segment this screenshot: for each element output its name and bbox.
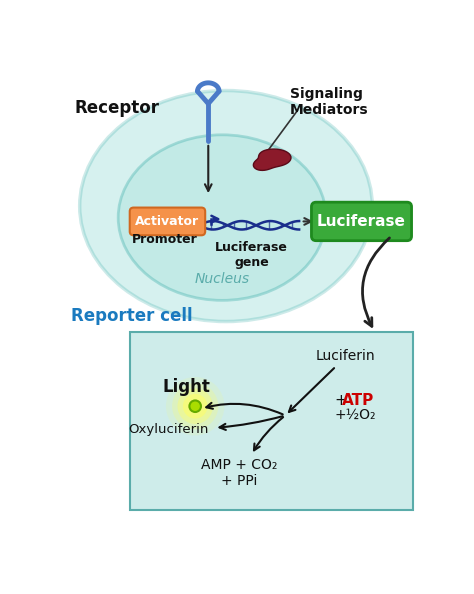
Text: +: + xyxy=(335,393,347,408)
Text: Luciferase: Luciferase xyxy=(317,214,406,229)
Text: ATP: ATP xyxy=(341,393,374,408)
FancyBboxPatch shape xyxy=(130,207,205,235)
Text: Light: Light xyxy=(162,378,210,396)
Polygon shape xyxy=(253,149,291,170)
Text: Nucleus: Nucleus xyxy=(194,272,250,286)
FancyBboxPatch shape xyxy=(130,331,413,510)
Circle shape xyxy=(183,394,208,419)
Text: AMP + CO₂
+ PPi: AMP + CO₂ + PPi xyxy=(201,458,277,488)
Text: +½O₂: +½O₂ xyxy=(335,407,376,422)
Circle shape xyxy=(190,400,201,412)
Ellipse shape xyxy=(118,135,326,301)
FancyBboxPatch shape xyxy=(311,202,411,241)
Circle shape xyxy=(172,383,219,429)
Text: Signaling
Mediators: Signaling Mediators xyxy=(290,87,368,117)
Circle shape xyxy=(166,377,225,435)
Text: Oxyluciferin: Oxyluciferin xyxy=(128,423,208,436)
Text: Reporter cell: Reporter cell xyxy=(71,307,193,325)
Text: Activator: Activator xyxy=(136,215,200,228)
Text: Luciferin: Luciferin xyxy=(316,349,375,363)
Text: Luciferase
gene: Luciferase gene xyxy=(215,241,288,268)
Text: Receptor: Receptor xyxy=(74,99,159,117)
Ellipse shape xyxy=(80,90,372,321)
Circle shape xyxy=(177,388,213,424)
Text: Promoter: Promoter xyxy=(131,233,197,246)
